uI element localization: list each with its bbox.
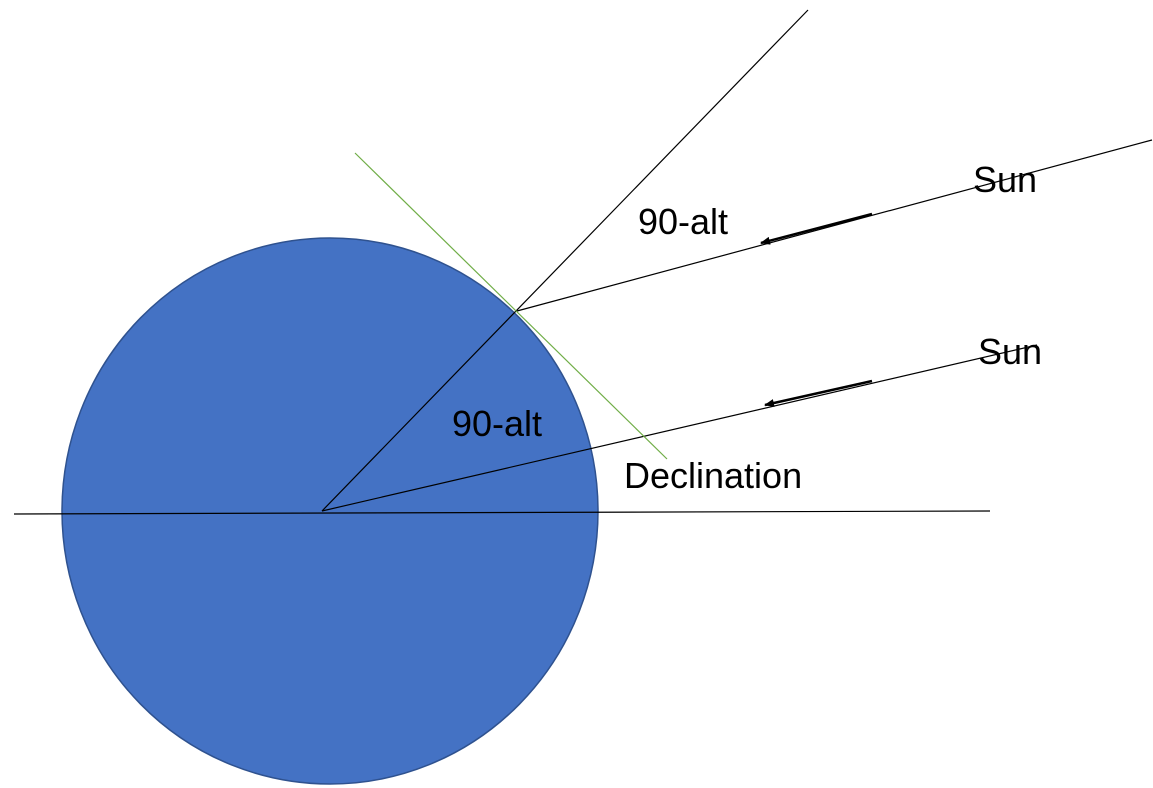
lower-sun-arrow xyxy=(765,381,872,405)
sun-label-upper: Sun xyxy=(973,159,1037,200)
angle-label-lower: 90-alt xyxy=(452,403,542,444)
angle-label-upper: 90-alt xyxy=(638,201,728,242)
upper-sun-arrow xyxy=(761,214,872,243)
observer-sun-ray xyxy=(517,140,1152,311)
earth-circle xyxy=(62,238,598,784)
declination-label: Declination xyxy=(624,455,802,496)
sun-label-lower: Sun xyxy=(978,331,1042,372)
